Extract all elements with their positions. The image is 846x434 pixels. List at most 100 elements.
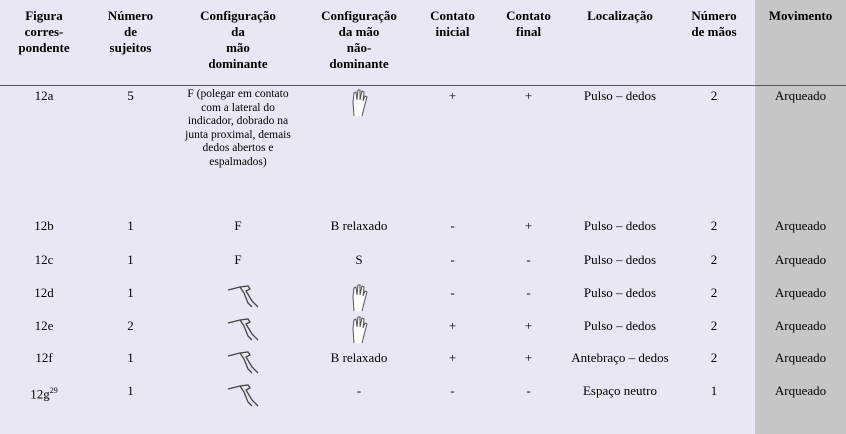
cell-text: Pulso – dedos	[583, 88, 657, 103]
header-line: inicial	[435, 24, 470, 39]
table-cell: +	[494, 88, 563, 103]
cell-text: B relaxado	[330, 218, 388, 233]
header-line: Figura	[25, 8, 63, 23]
table-cell: -	[494, 285, 563, 300]
cell-text: -	[526, 383, 531, 398]
header-cell: Número de mãos	[673, 8, 755, 40]
table-cell: -	[419, 285, 486, 300]
table-cell: 12a	[4, 88, 84, 103]
cell-text: Arqueado	[774, 218, 827, 233]
table-cell: F	[177, 252, 299, 267]
table-cell: -	[419, 383, 486, 398]
table-cell: +	[419, 318, 486, 333]
cell-text: Espaço neutro	[582, 383, 657, 398]
cell-text: F	[234, 218, 242, 233]
header-cell: Figura corres-pondente	[0, 8, 88, 56]
cell-text: F	[234, 252, 242, 267]
header-line: final	[515, 24, 542, 39]
cell-text: 12d	[34, 285, 54, 300]
cell-text: -	[450, 218, 455, 233]
cell-text: 2	[710, 350, 718, 365]
table-cell: Pulso – dedos	[571, 218, 669, 233]
header-cell: Movimento	[755, 8, 846, 24]
cell-text: 1	[710, 383, 718, 398]
cell-text: 2	[710, 318, 718, 333]
table-cell: 1	[92, 350, 169, 365]
table-cell: 2	[677, 285, 751, 300]
cell-text: 1	[127, 252, 134, 267]
table-cell: 2	[92, 318, 169, 333]
cell-text: 12a	[34, 88, 54, 103]
header-line: Contato	[506, 8, 551, 23]
cell-text: 2	[710, 88, 718, 103]
cell-text: F (polegar em contato com a lateral do i…	[185, 88, 291, 168]
cell-text: Pulso – dedos	[583, 318, 657, 333]
cell-text: Pulso – dedos	[583, 285, 657, 300]
cell-text: -	[450, 383, 455, 398]
table-cell: 2	[677, 350, 751, 365]
table-cell: 1	[677, 383, 751, 398]
table-cell: 12e	[4, 318, 84, 333]
header-line: Contato	[430, 8, 475, 23]
header-line: sujeitos	[109, 40, 152, 55]
table-cell: B relaxado	[307, 350, 411, 365]
cell-text: Pulso – dedos	[583, 218, 657, 233]
table-cell: Arqueado	[759, 252, 842, 267]
table-cell: -	[419, 252, 486, 267]
header-cell: Configuração da mão dominante	[173, 8, 303, 72]
cell-text: 12f	[35, 350, 53, 365]
hand-icon	[352, 89, 368, 117]
cell-text: 2	[127, 318, 134, 333]
cell-text: Arqueado	[774, 318, 827, 333]
header-rule	[0, 85, 846, 86]
cell-text: 1	[127, 383, 134, 398]
hand-icon	[227, 285, 259, 308]
cell-text: Arqueado	[774, 285, 827, 300]
cell-text: Antebraço – dedos	[571, 350, 669, 365]
header-line: Configuração	[200, 8, 276, 23]
table-cell: Arqueado	[759, 285, 842, 300]
cell-text: -	[450, 285, 455, 300]
hand-icon	[352, 316, 368, 344]
table-cell: +	[419, 88, 486, 103]
cell-text: 2	[710, 218, 718, 233]
cell-text: Arqueado	[774, 350, 827, 365]
header-line: corres-	[24, 24, 64, 39]
table-cell: 12g29	[4, 383, 84, 401]
table-cell: Arqueado	[759, 350, 842, 365]
header-line: da mão	[338, 24, 380, 39]
cell-text: -	[526, 252, 531, 267]
table-cell: -	[419, 218, 486, 233]
table-cell: Espaço neutro	[571, 383, 669, 398]
table-cell: B relaxado	[307, 218, 411, 233]
gray-column	[755, 0, 846, 434]
table-cell: +	[494, 318, 563, 333]
header-line: de mãos	[691, 24, 737, 39]
hand-icon	[227, 318, 259, 341]
table-cell: 1	[92, 285, 169, 300]
header-line: dominante	[329, 56, 389, 71]
table-cell: 12d	[4, 285, 84, 300]
cell-text: +	[448, 318, 457, 333]
header-line: Número	[107, 8, 154, 23]
cell-text: +	[448, 350, 457, 365]
header-cell: Configuração da mão não-dominante	[303, 8, 415, 72]
table-cell: F (polegar em contato com a lateral do i…	[181, 88, 295, 169]
cell-text: +	[524, 350, 533, 365]
cell-text: -	[526, 285, 531, 300]
cell-text: 1	[127, 350, 134, 365]
header-line: mão	[226, 40, 250, 55]
cell-text: 5	[127, 88, 134, 103]
table-cell: 5	[92, 88, 169, 103]
cell-text: B relaxado	[330, 350, 388, 365]
header-cell: Número de sujeitos	[88, 8, 173, 56]
cell-text: -	[356, 383, 362, 398]
header-line: não-	[346, 40, 372, 55]
cell-text: 2	[710, 285, 718, 300]
header-cell: Localização	[567, 8, 673, 24]
table-cell: Antebraço – dedos	[571, 350, 669, 365]
table-cell: 1	[92, 218, 169, 233]
cell-text: +	[524, 318, 533, 333]
footnote-ref: 29	[49, 386, 58, 395]
